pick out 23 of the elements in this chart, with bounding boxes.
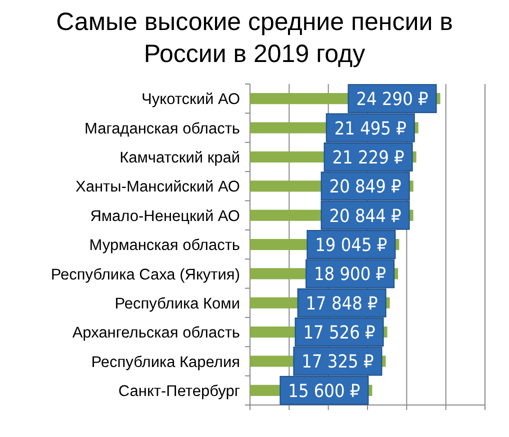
y-tick-label: Республика Саха (Якутия): [50, 266, 240, 284]
data-label: 19 045 ₽: [315, 234, 388, 256]
data-label: 17 848 ₽: [306, 293, 378, 314]
data-label: 21 495 ₽: [334, 118, 406, 140]
y-tick-label: Магаданская область: [84, 120, 240, 138]
y-tick-label: Республика Коми: [114, 295, 240, 312]
data-label: 17 526 ₽: [303, 322, 376, 344]
y-tick-label: Санкт-Петербург: [118, 382, 240, 400]
y-tick-label: Ханты-Мансийский АО: [76, 178, 240, 196]
data-label: 18 900 ₽: [314, 264, 386, 286]
y-tick-label: Ямало-Ненецкий АО: [90, 208, 240, 225]
y-tick-label: Мурманская область: [89, 237, 240, 254]
data-label: 24 290 ₽: [356, 89, 428, 110]
data-label: 17 325 ₽: [302, 352, 374, 373]
y-tick-label: Республика Карелия: [91, 354, 240, 371]
data-label: 21 229 ₽: [332, 147, 404, 168]
data-label: 20 844 ₽: [329, 206, 402, 227]
chart-title: Самые высокие средние пенсии в России в 2019 году: [56, 8, 453, 68]
y-tick-label: Камчатский край: [120, 150, 240, 167]
y-tick-label: Чукотский АО: [142, 91, 240, 108]
data-label: 20 849 ₽: [329, 176, 402, 198]
data-label: 15 600 ₽: [288, 380, 360, 402]
y-tick-label: Архангельская область: [72, 324, 240, 342]
